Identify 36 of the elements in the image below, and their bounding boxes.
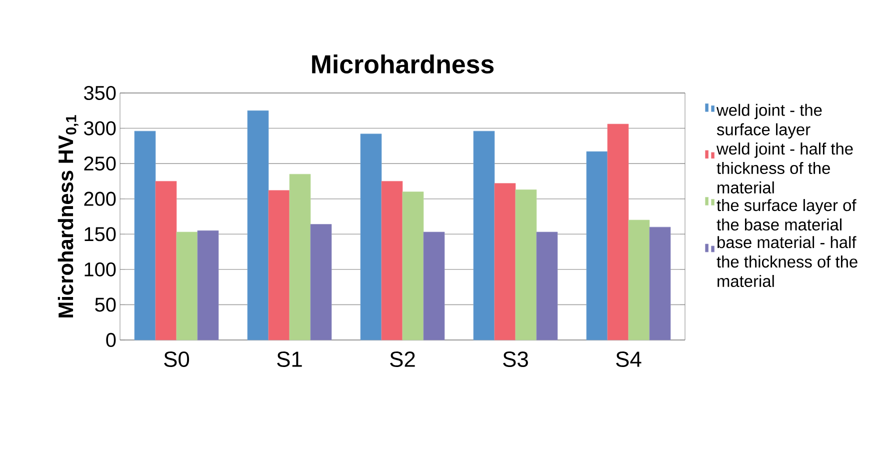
bar (289, 174, 311, 340)
y-tick-label: 200 (84, 192, 116, 206)
y-tick-label: 350 (84, 86, 116, 100)
bar (176, 232, 198, 340)
x-tick-label: S0 (164, 351, 190, 368)
x-tick-label: S1 (277, 351, 302, 368)
bar (247, 110, 269, 340)
legend-label: base material - half the thickness of the material (716, 236, 858, 288)
chart-title: Microhardness (312, 54, 494, 74)
bar (268, 190, 290, 340)
bar (607, 124, 629, 340)
bar (649, 226, 671, 340)
y-tick-label: 150 (84, 227, 116, 242)
bar (310, 224, 332, 340)
y-tick-label: 250 (84, 156, 116, 171)
bar (536, 232, 558, 340)
bar (402, 192, 424, 340)
x-tick-label: S4 (616, 351, 642, 368)
bar (494, 183, 516, 340)
bar (360, 134, 382, 340)
y-tick-label: 50 (95, 298, 116, 312)
x-tick-label: S2 (390, 351, 415, 368)
y-tick-label: 100 (84, 262, 116, 276)
bar (628, 220, 650, 340)
bar (155, 180, 177, 340)
bar (423, 232, 445, 340)
y-tick-label: 300 (84, 121, 116, 136)
bar (197, 230, 219, 340)
bar (381, 180, 403, 340)
bar (134, 130, 156, 340)
bar (473, 130, 495, 340)
y-tick-label: 0 (106, 332, 116, 348)
x-tick-label: S3 (503, 351, 528, 368)
bar (515, 189, 537, 340)
bar (586, 151, 608, 340)
y-axis-title: Microhardness HV$_{0,1}$ (58, 115, 78, 318)
